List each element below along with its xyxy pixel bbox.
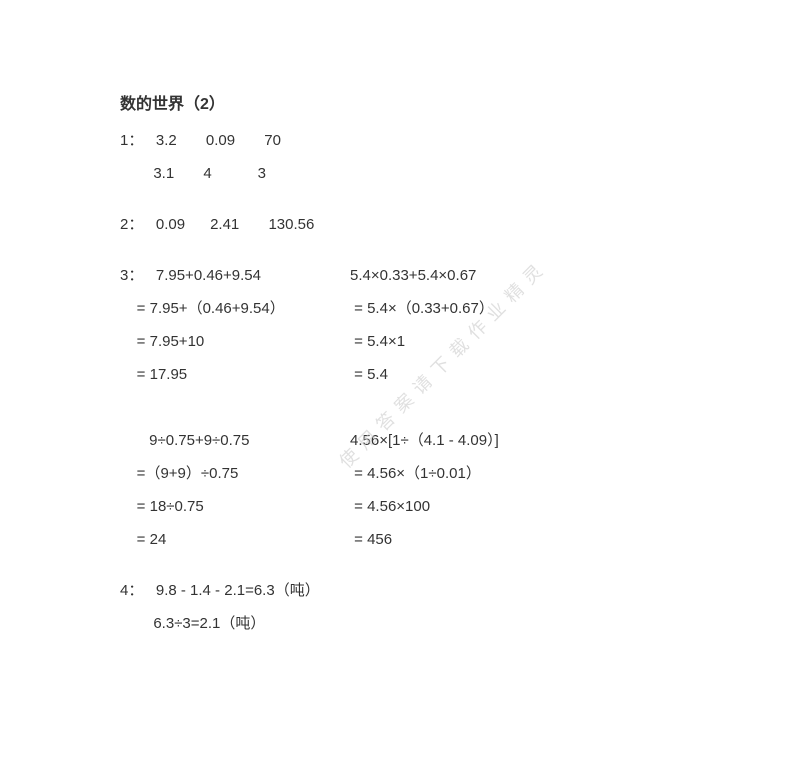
problem-3-part-1: 3： 7.95+0.46+9.54 = 7.95+（0.46+9.54） = 7… [120, 259, 800, 391]
problem-3-col-b-top: 5.4×0.33+5.4×0.67 = 5.4×（0.33+0.67） = 5.… [350, 259, 800, 391]
problem-1-row-2: 3.1 4 3 [120, 157, 800, 190]
problem-3-col-b-bottom: 4.56×[1÷（4.1 - 4.09）] = 4.56×（1÷0.01） = … [350, 424, 800, 556]
problem-4-line-2: 6.3÷3=2.1（吨） [120, 607, 800, 640]
problem-1: 1： 3.2 0.09 70 3.1 4 3 [120, 124, 800, 190]
problem-2-row: 2： 0.09 2.41 130.56 [120, 208, 800, 241]
problem-2: 2： 0.09 2.41 130.56 [120, 208, 800, 241]
section-title: 数的世界（2） [120, 90, 800, 114]
problem-3-col-a-top: 3： 7.95+0.46+9.54 = 7.95+（0.46+9.54） = 7… [120, 259, 350, 391]
problem-4: 4： 9.8 - 1.4 - 2.1=6.3（吨） 6.3÷3=2.1（吨） [120, 574, 800, 640]
problem-3-col-a-bottom: 9÷0.75+9÷0.75 =（9+9）÷0.75 = 18÷0.75 = 24 [120, 424, 350, 556]
problem-4-line-1: 4： 9.8 - 1.4 - 2.1=6.3（吨） [120, 574, 800, 607]
title-text: 数的世界（2） [120, 96, 225, 113]
problem-3: 3： 7.95+0.46+9.54 = 7.95+（0.46+9.54） = 7… [120, 259, 800, 556]
problem-1-row-1: 1： 3.2 0.09 70 [120, 124, 800, 157]
problem-3-part-2: 9÷0.75+9÷0.75 =（9+9）÷0.75 = 18÷0.75 = 24… [120, 424, 800, 556]
